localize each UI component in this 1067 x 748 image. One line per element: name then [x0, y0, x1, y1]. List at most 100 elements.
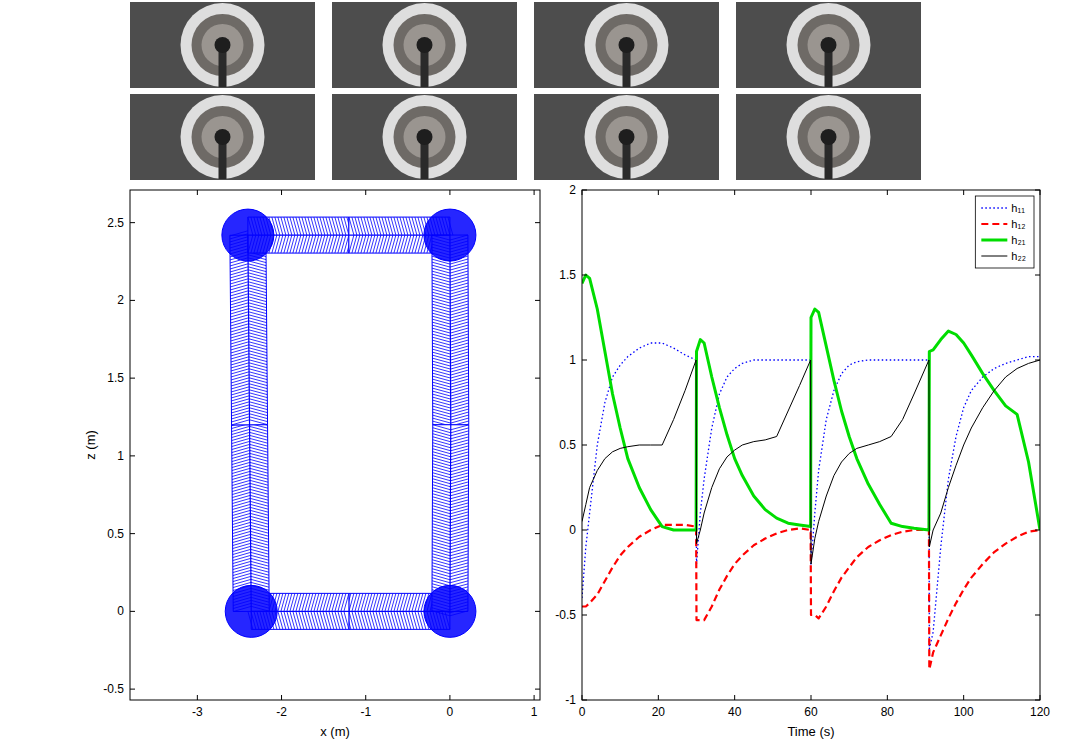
x-tick	[658, 190, 659, 195]
y-tick-label: 0.5	[107, 527, 124, 541]
camera-center	[619, 37, 635, 53]
data-layer	[582, 275, 1040, 669]
x-tick	[734, 695, 735, 700]
chart-panel: -3-2-101-0.500.511.522.5x (m)z (m)	[83, 190, 540, 739]
y-tick-label: 1.5	[559, 268, 576, 282]
x-tick-label: 1	[531, 705, 538, 719]
image-background	[534, 2, 719, 88]
camera-image	[736, 2, 921, 88]
y-tick-label: -1	[565, 693, 576, 707]
camera-center	[821, 37, 837, 53]
x-tick	[582, 695, 583, 700]
y-tick	[1035, 190, 1040, 191]
image-background	[332, 2, 517, 88]
x-tick-label: 40	[728, 705, 742, 719]
x-tick-label: 20	[652, 705, 666, 719]
camera-image	[534, 94, 719, 180]
y-tick	[582, 445, 587, 446]
legend-swatch	[981, 223, 1007, 225]
camera-image	[332, 94, 517, 180]
y-tick-label: 0	[569, 523, 576, 537]
plot-area	[582, 190, 1040, 700]
y-tick	[582, 700, 587, 701]
mirror-rim	[585, 3, 669, 87]
data-layer	[222, 209, 476, 637]
y-tick	[1035, 700, 1040, 701]
y-tick	[130, 378, 135, 379]
x-axis-title: x (m)	[320, 724, 350, 739]
x-tick-label: 0	[579, 705, 586, 719]
y-tick-label: -0.5	[555, 608, 576, 622]
x-tick	[887, 695, 888, 700]
image-background	[736, 2, 921, 88]
mirror-rim	[181, 95, 265, 179]
mirror-rim	[383, 95, 467, 179]
x-tick	[197, 190, 198, 195]
mirror-rim	[383, 3, 467, 87]
camera-image	[736, 94, 921, 180]
mirror-rim	[787, 95, 871, 179]
legend-swatch	[981, 239, 1007, 242]
y-tick	[582, 190, 587, 191]
legend: h₁₁h₁₂h₂₁h₂₂	[975, 196, 1034, 268]
y-tick	[130, 611, 135, 612]
legend-label: h₁₂	[1011, 218, 1025, 230]
x-tick-label: 120	[1030, 705, 1050, 719]
y-tick	[582, 275, 587, 276]
axes-frame	[130, 190, 540, 700]
y-tick-label: 2	[569, 183, 576, 197]
x-tick-label: 80	[881, 705, 895, 719]
x-tick	[365, 190, 366, 195]
legend-swatch	[981, 256, 1007, 257]
mirror-rim	[181, 3, 265, 87]
camera-center	[417, 129, 433, 145]
y-tick-label: -0.5	[103, 682, 124, 696]
y-tick	[1035, 615, 1040, 616]
legend-swatch	[981, 207, 1007, 208]
y-tick	[1035, 360, 1040, 361]
x-tick	[811, 190, 812, 195]
mirror-rim	[787, 3, 871, 87]
y-tick	[130, 222, 135, 223]
x-tick-label: 0	[447, 705, 454, 719]
y-tick	[535, 611, 540, 612]
legend-box	[975, 196, 1034, 268]
x-tick-label: -1	[360, 705, 371, 719]
chart-panel: 020406080100120-1-0.500.511.52Time (s)h₁…	[555, 183, 1050, 739]
y-tick-label: 2	[117, 293, 124, 307]
y-tick	[130, 533, 135, 534]
y-tick	[535, 378, 540, 379]
y-tick	[130, 689, 135, 690]
x-tick	[534, 190, 535, 195]
mirror-rim	[585, 95, 669, 179]
x-tick-label: -2	[276, 705, 287, 719]
x-tick	[449, 190, 450, 195]
camera-center	[821, 129, 837, 145]
y-tick	[1035, 445, 1040, 446]
y-tick	[582, 530, 587, 531]
y-tick-label: 0.5	[559, 438, 576, 452]
x-tick	[1040, 695, 1041, 700]
trajectory-line	[248, 235, 451, 611]
x-tick	[365, 695, 366, 700]
figure: -3-2-101-0.500.511.522.5x (m)z (m)020406…	[0, 0, 1067, 748]
x-tick	[1040, 190, 1041, 195]
image-background	[130, 94, 315, 180]
legend-label: h₁₁	[1011, 202, 1025, 214]
x-tick	[963, 695, 964, 700]
y-tick	[130, 300, 135, 301]
y-tick-label: 2.5	[107, 216, 124, 230]
image-background	[736, 94, 921, 180]
y-tick	[535, 300, 540, 301]
y-axis-title: z (m)	[83, 430, 98, 460]
legend-label: h₂₁	[1011, 234, 1025, 246]
y-tick	[535, 689, 540, 690]
x-tick	[281, 695, 282, 700]
x-tick	[281, 190, 282, 195]
y-tick-label: 1	[569, 353, 576, 367]
y-tick	[130, 455, 135, 456]
camera-center	[215, 37, 231, 53]
camera-image	[130, 2, 315, 88]
y-tick-label: 1.5	[107, 371, 124, 385]
y-tick	[535, 455, 540, 456]
